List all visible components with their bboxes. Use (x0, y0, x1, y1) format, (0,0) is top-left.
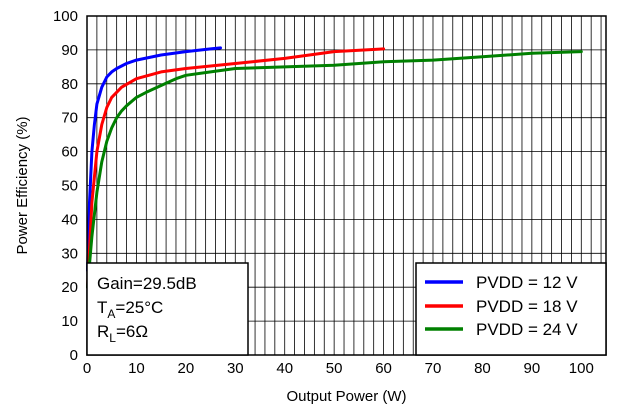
temperature-annotation: TA=25°C (97, 298, 163, 321)
x-tick-label: 100 (569, 360, 594, 377)
axis-ticks: 0 10 20 30 40 50 60 70 80 90 100 0 10 20 30 40 50 60 70 80 9… (53, 8, 594, 377)
y-tick-label: 60 (61, 144, 78, 161)
load-annotation: RL=6Ω (97, 322, 148, 345)
x-tick-label: 40 (276, 360, 293, 377)
legend: PVDD = 12 V PVDD = 18 V PVDD = 24 V (415, 262, 607, 356)
y-tick-label: 100 (53, 8, 78, 25)
series-line-2 (86, 50, 583, 289)
x-tick-label: 60 (375, 360, 392, 377)
y-tick-label: 40 (61, 211, 78, 228)
y-tick-label: 20 (61, 279, 78, 296)
x-tick-label: 90 (524, 360, 541, 377)
x-tick-label: 20 (178, 360, 195, 377)
y-tick-label: 90 (61, 42, 78, 59)
legend-label-pvdd-12v: PVDD = 12 V (476, 273, 578, 292)
x-tick-label: 80 (474, 360, 491, 377)
legend-label-pvdd-18v: PVDD = 18 V (476, 297, 578, 316)
y-tick-label: 0 (70, 347, 78, 364)
conditions-box: Gain=29.5dB TA=25°C RL=6Ω (86, 262, 249, 356)
series-line-0 (86, 46, 222, 272)
x-tick-label: 50 (326, 360, 343, 377)
gain-annotation: Gain=29.5dB (97, 274, 197, 293)
y-tick-label: 30 (61, 245, 78, 262)
x-axis-label: Output Power (W) (286, 388, 406, 405)
y-tick-label: 80 (61, 76, 78, 93)
x-tick-label: 70 (425, 360, 442, 377)
series-lines (86, 46, 583, 289)
y-tick-label: 50 (61, 178, 78, 195)
series-line-1 (86, 47, 386, 289)
legend-label-pvdd-24v: PVDD = 24 V (476, 320, 578, 339)
y-tick-label: 10 (61, 313, 78, 330)
y-tick-label: 70 (61, 110, 78, 127)
x-tick-label: 10 (128, 360, 145, 377)
y-axis-label: Power Efficiency (%) (14, 116, 31, 254)
x-tick-label: 0 (83, 360, 91, 377)
plot-area-border (86, 15, 607, 356)
x-tick-label: 30 (227, 360, 244, 377)
